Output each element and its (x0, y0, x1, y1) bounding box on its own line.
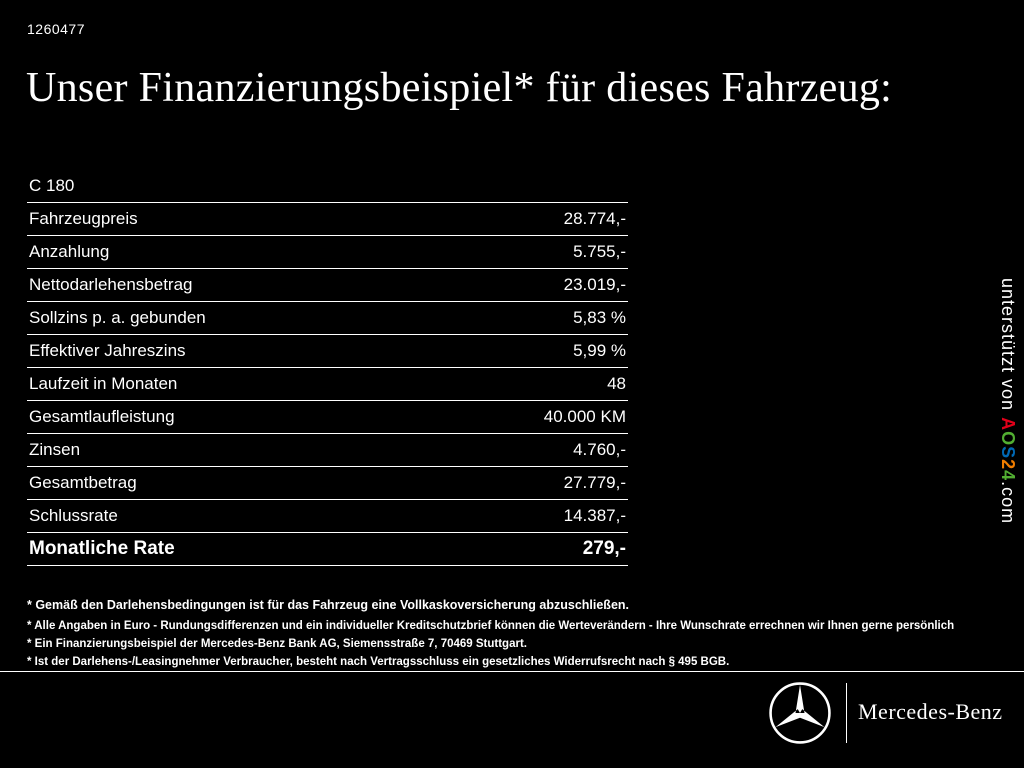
row-value: 5,83 % (573, 308, 626, 327)
row-value: 48 (607, 374, 626, 393)
row-label: Anzahlung (29, 242, 110, 261)
ref-id: 1260477 (27, 21, 86, 37)
watermark: unterstützt von AOS24.com (997, 278, 1018, 524)
row-value: 279,- (582, 538, 626, 559)
table-row: Gesamtbetrag 27.779,- (27, 467, 628, 500)
footnote: * Alle Angaben in Euro - Rundungsdiffere… (27, 620, 955, 632)
watermark-prefix: unterstützt von (998, 278, 1018, 418)
footnote: * Ist der Darlehens-/Leasingnehmer Verbr… (27, 656, 730, 668)
row-value: 4.760,- (573, 440, 626, 459)
table-rows: Fahrzeugpreis 28.774,- Anzahlung 5.755,- Net… (27, 203, 628, 533)
row-value: 14.387,- (563, 506, 626, 525)
row-value: 23.019,- (563, 275, 626, 294)
brand-letter: 4 (998, 470, 1018, 482)
footnote: * Gemäß den Darlehensbedingungen ist für… (27, 598, 630, 612)
watermark-suffix: .com (998, 481, 1018, 525)
table-row: Laufzeit in Monaten 48 (27, 368, 628, 401)
row-value: 40.000 KM (543, 407, 626, 426)
model-name: C 180 (29, 176, 75, 195)
row-value: 28.774,- (563, 209, 626, 228)
footer-divider-line (0, 671, 1024, 672)
row-label: Gesamtbetrag (29, 473, 137, 492)
row-label: Laufzeit in Monaten (29, 374, 178, 393)
row-label: Nettodarlehensbetrag (29, 275, 193, 294)
brand-letter: A (998, 417, 1018, 432)
brand-letter: S (998, 446, 1018, 460)
table-row: Fahrzeugpreis 28.774,- (27, 203, 628, 236)
row-label: Effektiver Jahreszins (29, 341, 186, 360)
row-value: 27.779,- (563, 473, 626, 492)
row-label: Zinsen (29, 440, 81, 459)
row-label: Schlussrate (29, 506, 118, 525)
mercedes-star-icon (769, 682, 831, 744)
table-row: Schlussrate 14.387,- (27, 500, 628, 533)
footer-vertical-divider (846, 683, 847, 743)
row-label: Fahrzeugpreis (29, 209, 138, 228)
row-label: Gesamtlaufleistung (29, 407, 175, 426)
table-row: Effektiver Jahreszins 5,99 % (27, 335, 628, 368)
page-title: Unser Finanzierungsbeispiel* für dieses … (26, 65, 893, 111)
table-row: Zinsen 4.760,- (27, 434, 628, 467)
mercedes-benz-wordmark: Mercedes-Benz (858, 699, 1003, 724)
model-row: C 180 (27, 170, 628, 203)
table-row: Sollzins p. a. gebunden 5,83 % (27, 302, 628, 335)
monthly-rate-row: Monatliche Rate 279,- (27, 533, 628, 566)
row-label: Sollzins p. a. gebunden (29, 308, 206, 327)
aos24-logo: AOS24 (998, 417, 1018, 481)
brand-letter: 2 (998, 459, 1018, 471)
table-row: Nettodarlehensbetrag 23.019,- (27, 269, 628, 302)
row-value: 5,99 % (573, 341, 626, 360)
table-row: Gesamtlaufleistung 40.000 KM (27, 401, 628, 434)
row-label: Monatliche Rate (29, 538, 175, 559)
footnotes: * Gemäß den Darlehensbedingungen ist für… (27, 598, 987, 674)
footnote: * Ein Finanzierungsbeispiel der Mercedes… (27, 638, 527, 650)
table-row: Anzahlung 5.755,- (27, 236, 628, 269)
financing-table: C 180 Fahrzeugpreis 28.774,- Anzahlung 5.75… (27, 170, 628, 566)
row-value: 5.755,- (573, 242, 626, 261)
brand-letter: O (998, 431, 1018, 447)
